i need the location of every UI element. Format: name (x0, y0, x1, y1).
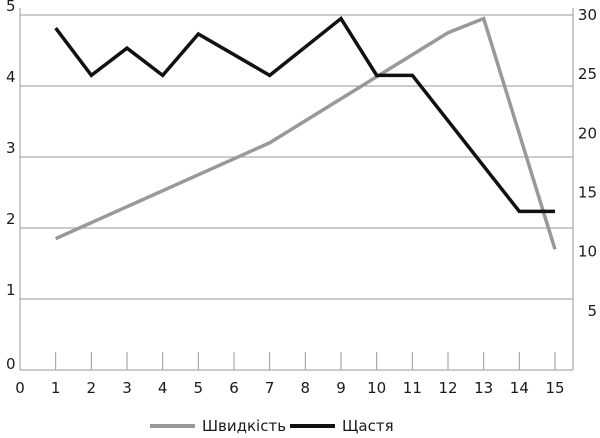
y-right-tick-label-15: 15 (578, 184, 597, 202)
axes (19, 8, 574, 371)
x-tick-label-6: 6 (229, 379, 239, 397)
y-right-tick-label-30: 30 (578, 6, 597, 24)
series-lines (54, 15, 557, 250)
x-tick-label-10: 10 (367, 379, 386, 397)
x-axis-ticks: 0 1 2 3 4 5 6 7 8 9 10 11 12 13 14 15 (15, 352, 565, 397)
y-right-tick-label-20: 20 (578, 124, 597, 142)
x-tick-label-5: 5 (194, 379, 204, 397)
x-tick-label-7: 7 (265, 379, 275, 397)
series-line-2 (54, 15, 555, 214)
y-right-tick-label-10: 10 (578, 243, 597, 261)
x-tick-label-4: 4 (158, 379, 168, 397)
y-left-tick-label-3: 3 (6, 139, 16, 157)
legend: Швидкість Щастя (150, 417, 394, 435)
y-right-tick-label-5: 5 (587, 302, 597, 320)
x-tick-label-12: 12 (438, 379, 457, 397)
x-tick-label-3: 3 (122, 379, 132, 397)
legend-label-2: Щастя (342, 417, 394, 435)
y-left-tick-label-1: 1 (6, 281, 16, 299)
x-tick-label-0: 0 (15, 379, 25, 397)
legend-label-1: Швидкість (202, 417, 286, 435)
x-tick-label-8: 8 (301, 379, 311, 397)
right-y-axis-ticks: 5 10 15 20 25 30 (578, 6, 597, 320)
series-line-1 (54, 16, 557, 250)
y-left-tick-label-2: 2 (6, 210, 16, 228)
x-tick-label-11: 11 (403, 379, 422, 397)
left-y-axis-ticks: 0 1 2 3 4 5 (6, 0, 16, 373)
x-tick-label-14: 14 (510, 379, 529, 397)
x-tick-label-13: 13 (474, 379, 493, 397)
y-left-tick-label-5: 5 (6, 0, 16, 15)
y-left-tick-label-0: 0 (6, 355, 16, 373)
x-tick-label-15: 15 (545, 379, 564, 397)
y-right-tick-label-25: 25 (578, 65, 597, 83)
y-left-tick-label-4: 4 (6, 68, 16, 86)
grid-lines (20, 14, 573, 300)
x-tick-label-9: 9 (336, 379, 346, 397)
x-tick-label-2: 2 (87, 379, 97, 397)
x-tick-label-1: 1 (51, 379, 61, 397)
